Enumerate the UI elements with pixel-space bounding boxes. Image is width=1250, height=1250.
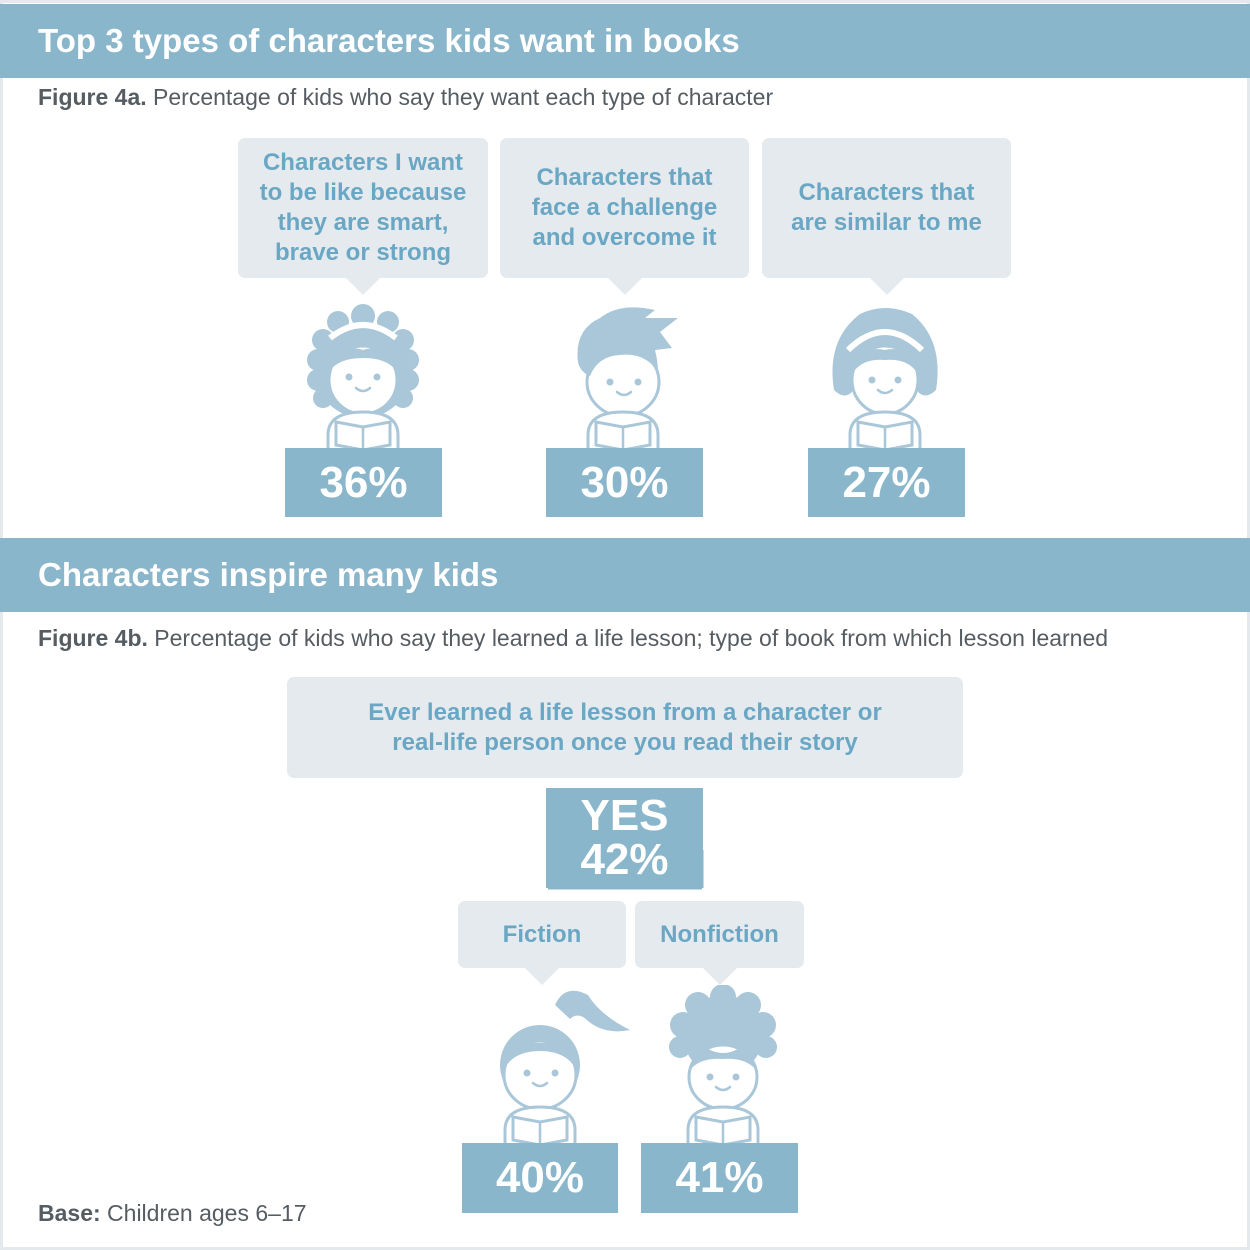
reading-girl-bob-icon <box>832 308 938 450</box>
figure-4a-text: Percentage of kids who say they want eac… <box>153 84 774 110</box>
figure-4b-text: Percentage of kids who say they learned … <box>154 625 1109 651</box>
character-type-bubble-1: Characters I want to be like because the… <box>238 138 488 295</box>
base-text: Children ages 6–17 <box>107 1200 307 1226</box>
character-type-bubble-3: Characters that are similar to me <box>762 138 1011 295</box>
figure-4b-label: Figure 4b. <box>38 625 148 651</box>
section1-title: Top 3 types of characters kids want in b… <box>0 4 1250 78</box>
fiction-bubble: Fiction <box>458 901 626 985</box>
pct-box-1: 36% <box>285 448 442 517</box>
yes-value: 42% <box>580 835 669 884</box>
figure-4b-caption: Figure 4b. Percentage of kids who say th… <box>38 625 1108 652</box>
yes-box: YES 42% <box>546 788 703 888</box>
reading-girl-ponytail-icon <box>500 990 630 1145</box>
reading-boy-afro-icon <box>669 985 777 1145</box>
nonfiction-bubble: Nonfiction <box>635 901 804 985</box>
base-label: Base: <box>38 1200 101 1226</box>
reading-girl-curly-icon <box>307 304 419 450</box>
section2-title: Characters inspire many kids <box>0 538 1250 612</box>
life-lesson-question-bubble: Ever learned a life lesson from a charac… <box>287 677 963 778</box>
pct-box-3: 27% <box>808 448 965 517</box>
pct-box-nonfiction: 41% <box>641 1143 798 1213</box>
pct-box-fiction: 40% <box>462 1143 618 1213</box>
pct-box-2: 30% <box>546 448 703 517</box>
reading-boy-spiky-icon <box>577 307 678 450</box>
figure-4a-caption: Figure 4a. Percentage of kids who say th… <box>38 84 773 111</box>
character-type-bubble-2: Characters that face a challenge and ove… <box>500 138 749 295</box>
figure-4a-label: Figure 4a. <box>38 84 147 110</box>
yes-label: YES <box>580 791 669 840</box>
base-note: Base: Children ages 6–17 <box>38 1200 307 1227</box>
